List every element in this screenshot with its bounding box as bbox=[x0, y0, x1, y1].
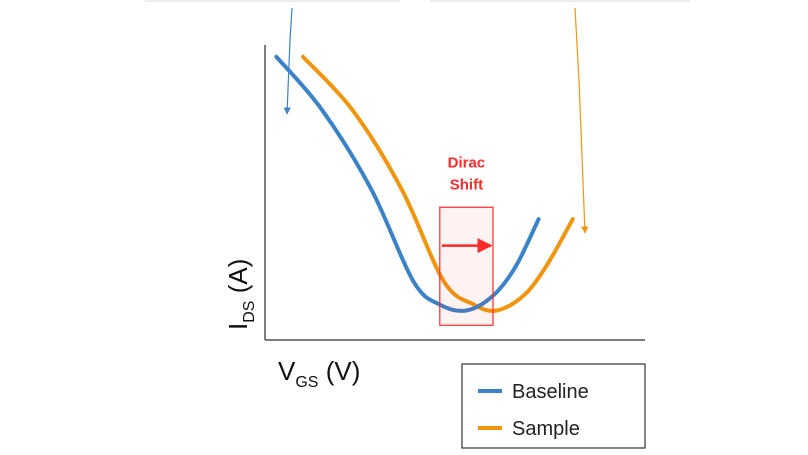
series-layer bbox=[274, 54, 575, 313]
baseline-pointer-arrow bbox=[283, 7, 293, 115]
x-axis-label: VGS (V) bbox=[278, 356, 360, 391]
series-line-baseline bbox=[274, 54, 541, 313]
y-axis-label-main: I bbox=[223, 323, 253, 330]
legend-box bbox=[461, 363, 646, 449]
y-axis-label-unit: (A) bbox=[223, 259, 253, 301]
dirac-shift-annotation: Dirac Shift bbox=[439, 154, 494, 326]
legend-label-sample: Sample bbox=[512, 418, 580, 440]
y-axis-label: IDS (A) bbox=[223, 259, 258, 330]
y-axis-label-sub: DS bbox=[241, 301, 258, 323]
series-line-sample bbox=[301, 54, 575, 313]
legend-label-baseline: Baseline bbox=[512, 381, 589, 403]
x-axis-label-sub: GS bbox=[295, 374, 318, 391]
x-axis-label-unit: (V) bbox=[318, 356, 360, 386]
x-axis-label-main: V bbox=[278, 356, 296, 386]
dirac-shift-label-line2: Shift bbox=[450, 176, 483, 193]
sample-pointer-arrow bbox=[574, 7, 589, 234]
legend: Baseline Sample bbox=[461, 363, 646, 449]
dirac-shift-label-line1: Dirac bbox=[448, 154, 486, 171]
dirac-shift-box bbox=[439, 206, 494, 326]
